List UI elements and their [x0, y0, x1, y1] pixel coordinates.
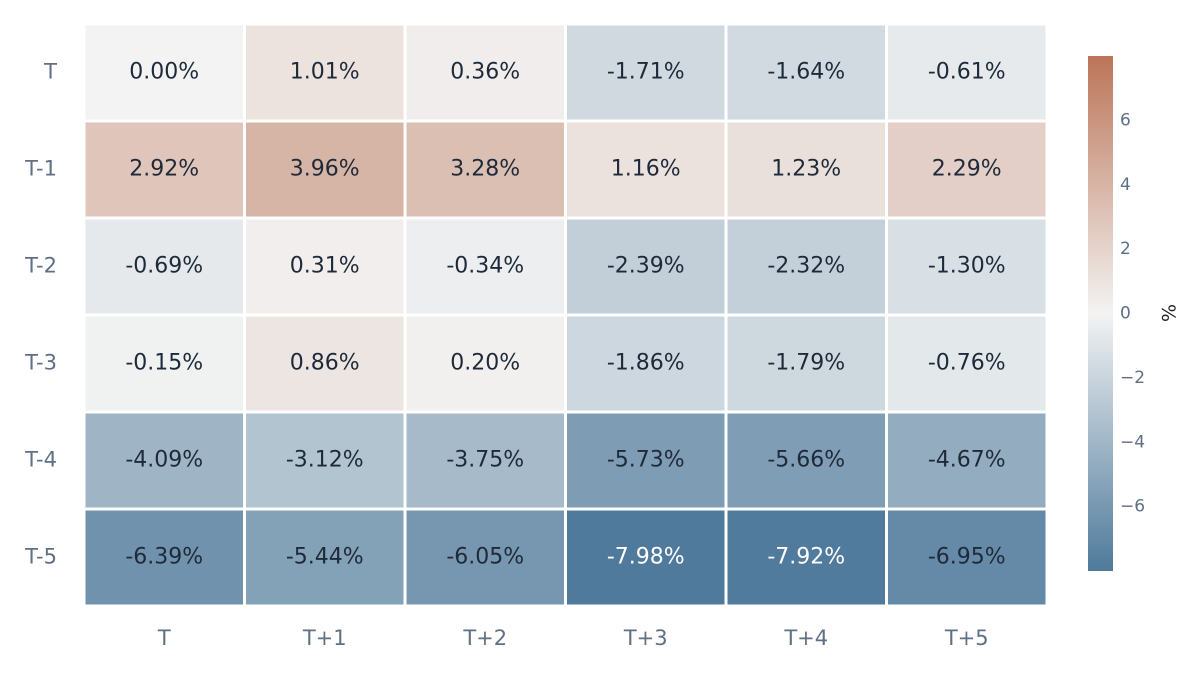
cell-value-label: -2.32%	[767, 254, 845, 279]
heatmap-cell	[567, 510, 725, 605]
cell-value-label: -4.67%	[928, 448, 1006, 473]
heatmap-cell	[888, 510, 1046, 605]
cell-value-label: -3.75%	[446, 448, 524, 473]
colorbar-gradient	[1088, 56, 1113, 571]
cell-value-label: 2.92%	[129, 157, 199, 182]
cell-value-label: 0.00%	[129, 60, 199, 85]
heatmap-cell	[727, 413, 885, 508]
heatmap-cell	[246, 413, 404, 508]
heatmap-cell	[246, 25, 404, 120]
heatmap-cell	[567, 25, 725, 120]
cell-value-label: 3.96%	[290, 157, 360, 182]
y-tick-label: T-1	[24, 157, 57, 181]
heatmap-cell	[406, 510, 564, 605]
heatmap-cell	[85, 316, 243, 411]
heatmap-cell	[567, 413, 725, 508]
cell-value-label: -0.76%	[928, 351, 1006, 376]
heatmap-cell	[246, 316, 404, 411]
y-axis-labels: T T-1 T-2 T-3 T-4 T-5	[24, 60, 57, 569]
cell-value-label: -0.15%	[125, 351, 203, 376]
heatmap-cell	[406, 122, 564, 217]
cell-value-label: 0.20%	[450, 351, 520, 376]
cell-value-label: 3.28%	[450, 157, 520, 182]
cell-value-label: -1.79%	[767, 351, 845, 376]
heatmap-cell	[727, 219, 885, 314]
cell-value-label: -0.61%	[928, 60, 1006, 85]
heatmap-cell	[727, 316, 885, 411]
cell-value-label: 0.86%	[290, 351, 360, 376]
colorbar-tick-label: 6	[1120, 110, 1131, 130]
cell-value-label: -5.66%	[767, 448, 845, 473]
heatmap-cell	[727, 510, 885, 605]
colorbar-tick-label: −6	[1120, 497, 1145, 517]
cell-value-label: 1.01%	[290, 60, 360, 85]
heatmap-cell	[567, 316, 725, 411]
heatmap-cell	[406, 413, 564, 508]
heatmap-cell	[406, 316, 564, 411]
cell-value-label: 0.36%	[450, 60, 520, 85]
heatmap-cell	[567, 122, 725, 217]
heatmap-cell	[888, 219, 1046, 314]
colorbar-tick-label: −4	[1120, 432, 1145, 452]
colorbar-tick-label: 2	[1120, 239, 1131, 259]
heatmap-cell	[406, 25, 564, 120]
heatmap-cell	[85, 25, 243, 120]
cell-value-label: -4.09%	[125, 448, 203, 473]
cell-value-label: -0.69%	[125, 254, 203, 279]
x-axis-labels: T T+1 T+2 T+3 T+4 T+5	[157, 626, 989, 650]
y-tick-label: T-5	[24, 545, 57, 569]
colorbar-ticks: 6 4 2 0 −2 −4 −6	[1120, 110, 1145, 516]
cell-value-label: -6.95%	[928, 545, 1006, 570]
cell-value-label: -6.39%	[125, 545, 203, 570]
x-tick-label: T+2	[462, 626, 507, 650]
colorbar: 6 4 2 0 −2 −4 −6 %	[1088, 56, 1181, 571]
cell-value-label: -1.71%	[607, 60, 685, 85]
cell-value-label: -0.34%	[446, 254, 524, 279]
heatmap-cell	[888, 25, 1046, 120]
x-tick-label: T+5	[944, 626, 989, 650]
heatmap-cell	[888, 122, 1046, 217]
cell-value-label: -3.12%	[286, 448, 364, 473]
heatmap-cells: 0.00% 1.01% 0.36% -1.71% -1.64% -0.61% 2.92% 3.…	[85, 25, 1046, 605]
cell-value-label: -5.44%	[286, 545, 364, 570]
y-tick-label: T-2	[24, 254, 57, 278]
cell-value-label: -7.98%	[607, 545, 685, 570]
cell-value-label: 1.23%	[771, 157, 841, 182]
heatmap-cell	[85, 510, 243, 605]
y-tick-label: T-4	[24, 448, 57, 472]
heatmap-cell	[567, 219, 725, 314]
heatmap-cell	[85, 219, 243, 314]
heatmap-cell	[246, 122, 404, 217]
heatmap-cell	[727, 25, 885, 120]
cell-value-label: -7.92%	[767, 545, 845, 570]
cell-value-label: -1.30%	[928, 254, 1006, 279]
x-tick-label: T+1	[302, 626, 347, 650]
cell-value-label: -5.73%	[607, 448, 685, 473]
heatmap-cell	[888, 413, 1046, 508]
cell-value-label: 1.16%	[611, 157, 681, 182]
heatmap-cell	[727, 122, 885, 217]
cell-value-label: -1.86%	[607, 351, 685, 376]
heatmap-cell	[85, 122, 243, 217]
cell-value-label: 0.31%	[290, 254, 360, 279]
cell-value-label: -1.64%	[767, 60, 845, 85]
heatmap-cell	[85, 413, 243, 508]
colorbar-tick-label: 4	[1120, 175, 1131, 195]
heatmap-cell	[888, 316, 1046, 411]
x-tick-label: T	[157, 626, 171, 650]
y-tick-label: T	[43, 60, 57, 84]
colorbar-tick-label: 0	[1120, 304, 1131, 324]
y-tick-label: T-3	[24, 351, 57, 375]
cell-value-label: 2.29%	[932, 157, 1002, 182]
heatmap-cell	[406, 219, 564, 314]
cell-value-label: -6.05%	[446, 545, 524, 570]
x-tick-label: T+4	[783, 626, 828, 650]
colorbar-title: %	[1159, 304, 1181, 322]
heatmap-cell	[246, 510, 404, 605]
heatmap-cell	[246, 219, 404, 314]
x-tick-label: T+3	[623, 626, 668, 650]
cell-value-label: -2.39%	[607, 254, 685, 279]
colorbar-tick-label: −2	[1120, 368, 1145, 388]
